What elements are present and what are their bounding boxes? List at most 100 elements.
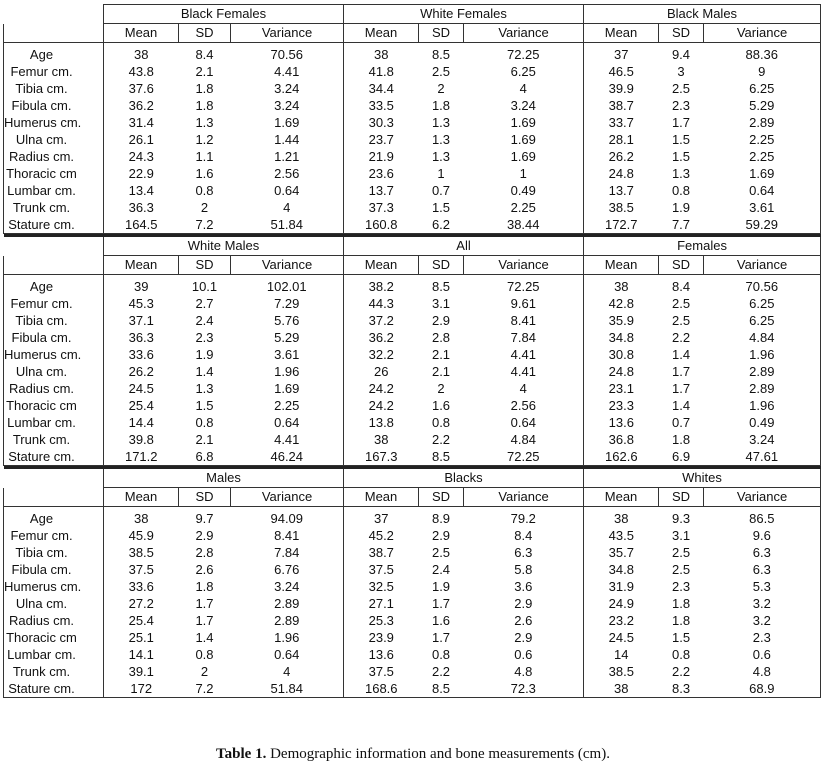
cell-sd: 1.9: [671, 200, 691, 215]
cell-sd: 1.7: [672, 364, 691, 379]
cell-sd: 1.4: [195, 364, 214, 379]
cell-sd: 1.2: [195, 132, 214, 147]
table-row: Age 39 10.1 102.01 38.2 8.5 72.25 38 8.4 70.56: [3, 274, 822, 295]
row-label-humerus-cm: Humerus cm.: [3, 346, 104, 363]
cell-variance: 7.84: [274, 545, 300, 560]
cell-mean: 25.4: [103, 612, 179, 629]
cell-variance: 2.89: [274, 596, 300, 611]
cell-mean: 26.2: [583, 148, 659, 165]
cell-mean: 34.8: [583, 561, 659, 578]
cell-variance: 0.64: [510, 415, 536, 430]
cell-mean: 33.6: [103, 578, 179, 595]
cell-sd: 2.5: [671, 562, 691, 577]
cell-mean: 24.8: [583, 363, 659, 380]
cell-variance: 2.3: [703, 629, 822, 646]
cell-sd: 0.8: [195, 183, 214, 198]
cell-sd: 1.4: [672, 398, 691, 413]
cell-sd: 2: [437, 81, 445, 96]
cell-variance: 46.24: [230, 448, 344, 466]
table-row: Fibula cm. 37.5 2.6 6.76 37.5 2.4 5.8 34.8 2.5 6.…: [3, 561, 822, 578]
table-row: Humerus cm. 33.6 1.9 3.61 32.2 2.1 4.41 30.8 1.4…: [3, 346, 822, 363]
table-row: Radius cm. 24.5 1.3 1.69 24.2 2 4 23.1 1.7 2.89: [3, 380, 822, 397]
column-header-mean: Mean: [343, 255, 419, 275]
row-label-ulna-cm: Ulna cm.: [3, 363, 104, 380]
row-label-lumbar-cm: Lumbar cm.: [3, 414, 104, 431]
cell-variance: 4.8: [514, 664, 533, 679]
cell-variance: 6.3: [703, 561, 822, 578]
cell-mean: 14: [583, 646, 659, 663]
table-block-1: Black Females White Females Black Males Mea…: [3, 4, 822, 234]
cell-variance: 3.61: [274, 347, 300, 362]
cell-sd: 1.9: [431, 579, 451, 594]
column-header-sd: SD: [178, 487, 231, 507]
column-header-mean: Mean: [583, 23, 659, 43]
cell-sd: 1.9: [195, 347, 214, 362]
cell-sd: 1.8: [195, 98, 214, 113]
cell-mean: 13.6: [343, 646, 419, 663]
cell-variance: 2.25: [703, 131, 822, 148]
cell-mean: 39.8: [103, 431, 179, 448]
group-header-whites: Whites: [583, 466, 822, 488]
cell-sd: 0.8: [431, 647, 451, 662]
cell-mean: 32.5: [343, 578, 419, 595]
column-header-mean: Mean: [583, 487, 659, 507]
row-label-trunk-cm: Trunk cm.: [3, 199, 104, 216]
cell-variance: 6.3: [703, 544, 822, 561]
cell-sd: 2.7: [195, 296, 214, 311]
cell-sd: 7.2: [178, 216, 231, 234]
cell-mean: 33.6: [103, 346, 179, 363]
cell-variance: 6.3: [514, 545, 533, 560]
column-header-sd: SD: [418, 487, 464, 507]
row-label-humerus-cm: Humerus cm.: [3, 114, 104, 131]
cell-sd: 1.6: [431, 398, 451, 413]
table-row: Thoracic cm 25.1 1.4 1.96 23.9 1.7 2.9 24.5 1.5 2…: [3, 629, 822, 646]
row-label-radius-cm: Radius cm.: [3, 380, 104, 397]
cell-mean: 43.8: [103, 63, 179, 80]
cell-variance: 88.36: [703, 42, 822, 63]
cell-sd: 1.3: [431, 115, 451, 130]
header-corner: [3, 234, 104, 256]
cell-sd: 2.2: [671, 664, 691, 679]
cell-variance: 3.2: [703, 595, 822, 612]
cell-sd: 3: [677, 64, 685, 79]
cell-mean: 24.8: [583, 165, 659, 182]
cell-sd: 8.9: [431, 511, 451, 526]
cell-sd: 6.9: [658, 448, 704, 466]
cell-variance: 4: [283, 200, 291, 215]
cell-variance: 0.6: [514, 647, 533, 662]
cell-mean: 38.7: [583, 97, 659, 114]
cell-variance: 2.9: [514, 596, 533, 611]
cell-mean: 38.5: [583, 199, 659, 216]
column-header-sd: SD: [418, 23, 464, 43]
row-label-thoracic-cm: Thoracic cm: [3, 397, 104, 414]
column-header-variance: Variance: [703, 255, 822, 275]
cell-variance: 6.76: [274, 562, 300, 577]
cell-mean: 25.4: [103, 397, 179, 414]
cell-mean: 23.6: [343, 165, 419, 182]
header-corner-sub: [3, 487, 104, 507]
table-row: Humerus cm. 33.6 1.8 3.24 32.5 1.9 3.6 31.9 2.3 5…: [3, 578, 822, 595]
table-row: Femur cm. 43.8 2.1 4.41 41.8 2.5 6.25 46.5 3 9: [3, 63, 822, 80]
group-header-black-males: Black Males: [582, 4, 822, 24]
table-row: Ulna cm. 27.2 1.7 2.89 27.1 1.7 2.9 24.9 1.8 3.2: [3, 595, 822, 612]
cell-sd: 1.3: [431, 149, 451, 164]
cell-variance: 1.69: [274, 381, 300, 396]
cell-mean: 38.5: [103, 544, 179, 561]
cell-variance: 7.84: [510, 330, 536, 345]
cell-sd: 8.4: [672, 279, 691, 294]
cell-sd: 0.8: [671, 183, 691, 198]
cell-sd: 8.3: [658, 680, 704, 698]
table-caption: Table 1. Demographic information and bon…: [0, 746, 826, 763]
cell-variance: 4.41: [510, 364, 536, 379]
row-label-stature-cm: Stature cm.: [3, 680, 104, 698]
cell-mean: 38.2: [343, 274, 419, 295]
table-row: Trunk cm. 36.3 2 4 37.3 1.5 2.25 38.5 1.9 3.61: [3, 199, 822, 216]
cell-mean: 23.9: [343, 629, 419, 646]
cell-sd: 0.7: [431, 183, 451, 198]
cell-variance: 70.56: [703, 274, 822, 295]
cell-sd: 0.8: [195, 647, 214, 662]
cell-variance: 47.61: [703, 448, 822, 466]
cell-sd: 1.3: [671, 166, 691, 181]
column-header-variance: Variance: [703, 487, 822, 507]
cell-variance: 5.76: [274, 313, 300, 328]
